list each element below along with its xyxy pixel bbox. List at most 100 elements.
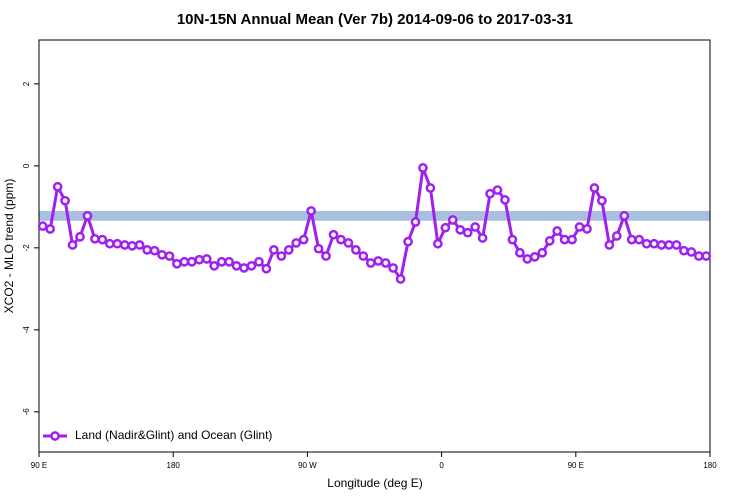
data-point <box>582 224 592 234</box>
data-point <box>186 256 197 267</box>
x-tick-label: 90 E <box>568 461 584 470</box>
data-point <box>67 240 78 250</box>
y-tick-label: -2 <box>22 244 31 252</box>
data-point <box>373 256 384 266</box>
y-tick-label: -6 <box>22 408 31 416</box>
data-point <box>462 227 473 238</box>
data-point <box>492 185 503 195</box>
data-point <box>395 274 406 284</box>
data-point <box>97 234 108 245</box>
data-point <box>425 183 436 193</box>
data-point <box>477 233 488 243</box>
data-point <box>201 254 212 264</box>
data-point <box>291 238 302 248</box>
data-point <box>246 261 257 271</box>
data-point <box>701 251 712 261</box>
plot-frame <box>38 39 711 453</box>
data-point <box>656 240 667 250</box>
data-point <box>127 240 138 251</box>
data-point <box>75 231 85 242</box>
x-tick-label: 90 E <box>31 461 47 470</box>
data-point <box>485 188 495 199</box>
data-point <box>388 263 398 273</box>
data-point <box>500 195 510 205</box>
data-point <box>194 254 205 265</box>
data-point <box>164 251 175 261</box>
data-point <box>283 245 294 255</box>
y-tick-label: 0 <box>22 163 31 168</box>
data-point <box>276 251 287 261</box>
data-point <box>351 245 361 255</box>
legend-marker <box>50 431 60 441</box>
data-point <box>328 229 339 240</box>
y-tick-label: -4 <box>22 326 31 334</box>
data-point <box>515 247 525 258</box>
data-point <box>649 238 659 249</box>
data-point <box>60 195 70 206</box>
data-point <box>336 234 346 245</box>
data-point <box>611 231 622 241</box>
data-point <box>626 234 637 245</box>
data-point <box>507 234 518 245</box>
x-tick-label: 180 <box>703 461 717 470</box>
data-point <box>597 195 607 206</box>
data-point <box>529 252 540 262</box>
data-point <box>239 263 249 273</box>
data-point <box>693 251 704 261</box>
data-point <box>157 249 167 260</box>
data-point <box>254 256 264 267</box>
data-point <box>112 238 123 249</box>
data-point <box>679 245 689 256</box>
data-point <box>149 245 160 256</box>
data-point <box>470 222 480 232</box>
data-point <box>209 261 220 271</box>
legend-label: Land (Nadir&Glint) and Ocean (Glint) <box>75 428 272 442</box>
data-point <box>634 234 645 245</box>
data-point <box>231 261 242 271</box>
data-point <box>119 240 130 250</box>
data-point <box>559 234 570 245</box>
x-tick-label: 0 <box>439 461 444 470</box>
chart-title: 10N-15N Annual Mean (Ver 7b) 2014-09-06 … <box>177 11 573 28</box>
data-point <box>686 247 697 257</box>
data-point <box>589 183 600 193</box>
data-point <box>671 240 682 250</box>
data-point <box>52 181 63 192</box>
data-point <box>358 251 369 261</box>
data-point <box>90 233 100 244</box>
data-point <box>522 254 533 264</box>
data-point <box>537 247 548 258</box>
data-point <box>447 215 458 225</box>
y-tick-label: 2 <box>22 81 31 86</box>
data-point <box>455 224 466 235</box>
data-point <box>418 163 428 173</box>
data-point <box>142 245 152 255</box>
data-point <box>544 236 555 246</box>
data-point <box>552 226 563 236</box>
y-axis-label: XCO2 - MLO trend (ppm) <box>2 179 16 314</box>
data-point <box>321 251 331 261</box>
data-point <box>664 240 674 250</box>
data-point <box>306 206 316 216</box>
data-point <box>269 245 279 255</box>
x-tick-label: 180 <box>167 461 181 470</box>
data-point <box>179 256 190 267</box>
data-point <box>37 221 48 231</box>
data-point <box>216 256 227 267</box>
data-point <box>410 217 421 227</box>
data-point <box>433 238 443 249</box>
data-point <box>343 238 354 248</box>
data-point <box>104 238 115 249</box>
data-point <box>619 211 630 221</box>
data-point <box>365 258 376 268</box>
data-point <box>298 234 309 245</box>
x-axis-label: Longitude (deg E) <box>327 476 422 490</box>
data-point <box>45 224 56 234</box>
data-point <box>380 258 391 268</box>
reference-band <box>39 210 710 221</box>
data-point <box>440 222 451 233</box>
data-point <box>604 240 615 250</box>
data-point <box>224 256 234 267</box>
data-point <box>82 211 93 221</box>
